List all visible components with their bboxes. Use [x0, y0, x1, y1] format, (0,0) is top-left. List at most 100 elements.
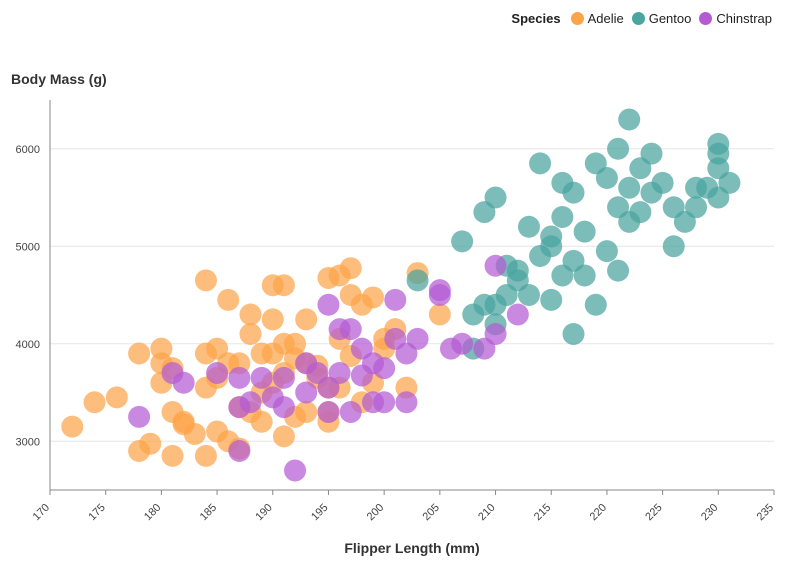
- point-adelie: [217, 288, 240, 311]
- point-adelie: [295, 401, 318, 423]
- point-adelie: [194, 444, 217, 467]
- legend-label-adelie: Adelie: [587, 11, 624, 26]
- point-adelie: [239, 323, 262, 345]
- point-gentoo: [551, 206, 574, 228]
- point-chinstrap: [317, 293, 340, 316]
- point-chinstrap: [395, 391, 418, 414]
- legend-label-gentoo: Gentoo: [648, 11, 692, 26]
- y-tick-label: 3000: [16, 436, 40, 448]
- point-chinstrap: [451, 332, 474, 355]
- x-tick-label: 225: [643, 502, 664, 523]
- point-adelie: [61, 415, 84, 438]
- point-adelie: [295, 308, 318, 331]
- x-tick-label: 210: [476, 502, 497, 523]
- point-adelie: [339, 257, 362, 280]
- point-gentoo: [584, 293, 607, 316]
- x-tick-label: 195: [309, 502, 330, 523]
- point-gentoo: [707, 132, 730, 155]
- point-gentoo: [451, 230, 474, 253]
- point-gentoo: [718, 171, 741, 194]
- x-tick-label: 235: [755, 502, 776, 523]
- point-gentoo: [517, 215, 540, 238]
- point-adelie: [272, 274, 295, 297]
- y-tick-label: 4000: [16, 339, 40, 351]
- legend-item-gentoo[interactable]: Gentoo: [631, 11, 692, 26]
- point-chinstrap: [228, 440, 251, 462]
- legend-swatch-gentoo: [631, 12, 645, 25]
- legend-title: Species: [511, 11, 561, 26]
- point-adelie: [272, 425, 295, 448]
- point-chinstrap: [228, 366, 251, 389]
- point-gentoo: [540, 288, 563, 311]
- point-adelie: [161, 444, 184, 467]
- x-tick-label: 200: [365, 502, 386, 523]
- point-gentoo: [540, 235, 563, 258]
- point-chinstrap: [284, 459, 307, 482]
- point-chinstrap: [272, 366, 295, 389]
- point-gentoo: [573, 264, 596, 287]
- point-gentoo: [595, 240, 618, 263]
- point-chinstrap: [328, 362, 351, 384]
- x-tick-label: 180: [142, 502, 163, 523]
- point-chinstrap: [373, 357, 396, 380]
- point-gentoo: [562, 323, 585, 345]
- point-gentoo: [651, 171, 674, 194]
- point-chinstrap: [406, 327, 429, 350]
- x-tick-label: 190: [253, 502, 274, 523]
- point-chinstrap: [295, 381, 318, 404]
- point-chinstrap: [250, 366, 273, 389]
- point-gentoo: [484, 186, 507, 209]
- legend-swatch-adelie: [570, 12, 584, 25]
- point-chinstrap: [506, 303, 529, 326]
- point-gentoo: [573, 220, 596, 243]
- point-adelie: [105, 386, 128, 409]
- point-gentoo: [562, 181, 585, 204]
- x-tick-label: 205: [421, 502, 442, 523]
- legend-item-adelie[interactable]: Adelie: [570, 11, 624, 26]
- point-chinstrap: [339, 318, 362, 341]
- point-gentoo: [629, 201, 652, 224]
- point-adelie: [362, 286, 385, 309]
- point-gentoo: [607, 259, 630, 282]
- x-axis-label: Flipper Length (mm): [344, 540, 479, 556]
- point-gentoo: [406, 269, 429, 292]
- point-chinstrap: [272, 396, 295, 419]
- point-chinstrap: [317, 401, 340, 423]
- point-chinstrap: [484, 254, 507, 277]
- y-axis-label: Body Mass (g): [11, 71, 107, 87]
- point-chinstrap: [384, 288, 407, 311]
- point-gentoo: [517, 284, 540, 306]
- legend-swatch-chinstrap: [699, 12, 713, 25]
- point-chinstrap: [206, 362, 229, 384]
- point-chinstrap: [428, 284, 451, 306]
- point-gentoo: [529, 152, 552, 175]
- point-gentoo: [618, 108, 641, 131]
- x-tick-label: 185: [198, 502, 219, 523]
- point-adelie: [239, 303, 262, 326]
- y-tick-label: 5000: [16, 241, 40, 253]
- point-gentoo: [595, 167, 618, 189]
- legend-item-chinstrap[interactable]: Chinstrap: [699, 11, 772, 26]
- points-layer: [61, 108, 741, 482]
- point-chinstrap: [339, 401, 362, 423]
- x-tick-label: 215: [532, 502, 553, 523]
- x-tick-label: 230: [699, 502, 720, 523]
- point-adelie: [139, 432, 162, 455]
- point-adelie: [428, 303, 451, 326]
- x-tick-label: 175: [86, 502, 107, 523]
- point-adelie: [183, 422, 206, 445]
- point-adelie: [83, 391, 106, 414]
- point-adelie: [284, 332, 307, 355]
- legend-label-chinstrap: Chinstrap: [716, 11, 772, 26]
- point-adelie: [194, 269, 217, 292]
- point-gentoo: [618, 176, 641, 199]
- point-gentoo: [640, 142, 663, 165]
- point-chinstrap: [128, 405, 151, 428]
- point-chinstrap: [239, 391, 262, 414]
- legend: Species Adelie Gentoo Chinstrap: [511, 11, 772, 26]
- point-adelie: [261, 308, 284, 331]
- point-gentoo: [685, 196, 708, 219]
- point-chinstrap: [373, 391, 396, 414]
